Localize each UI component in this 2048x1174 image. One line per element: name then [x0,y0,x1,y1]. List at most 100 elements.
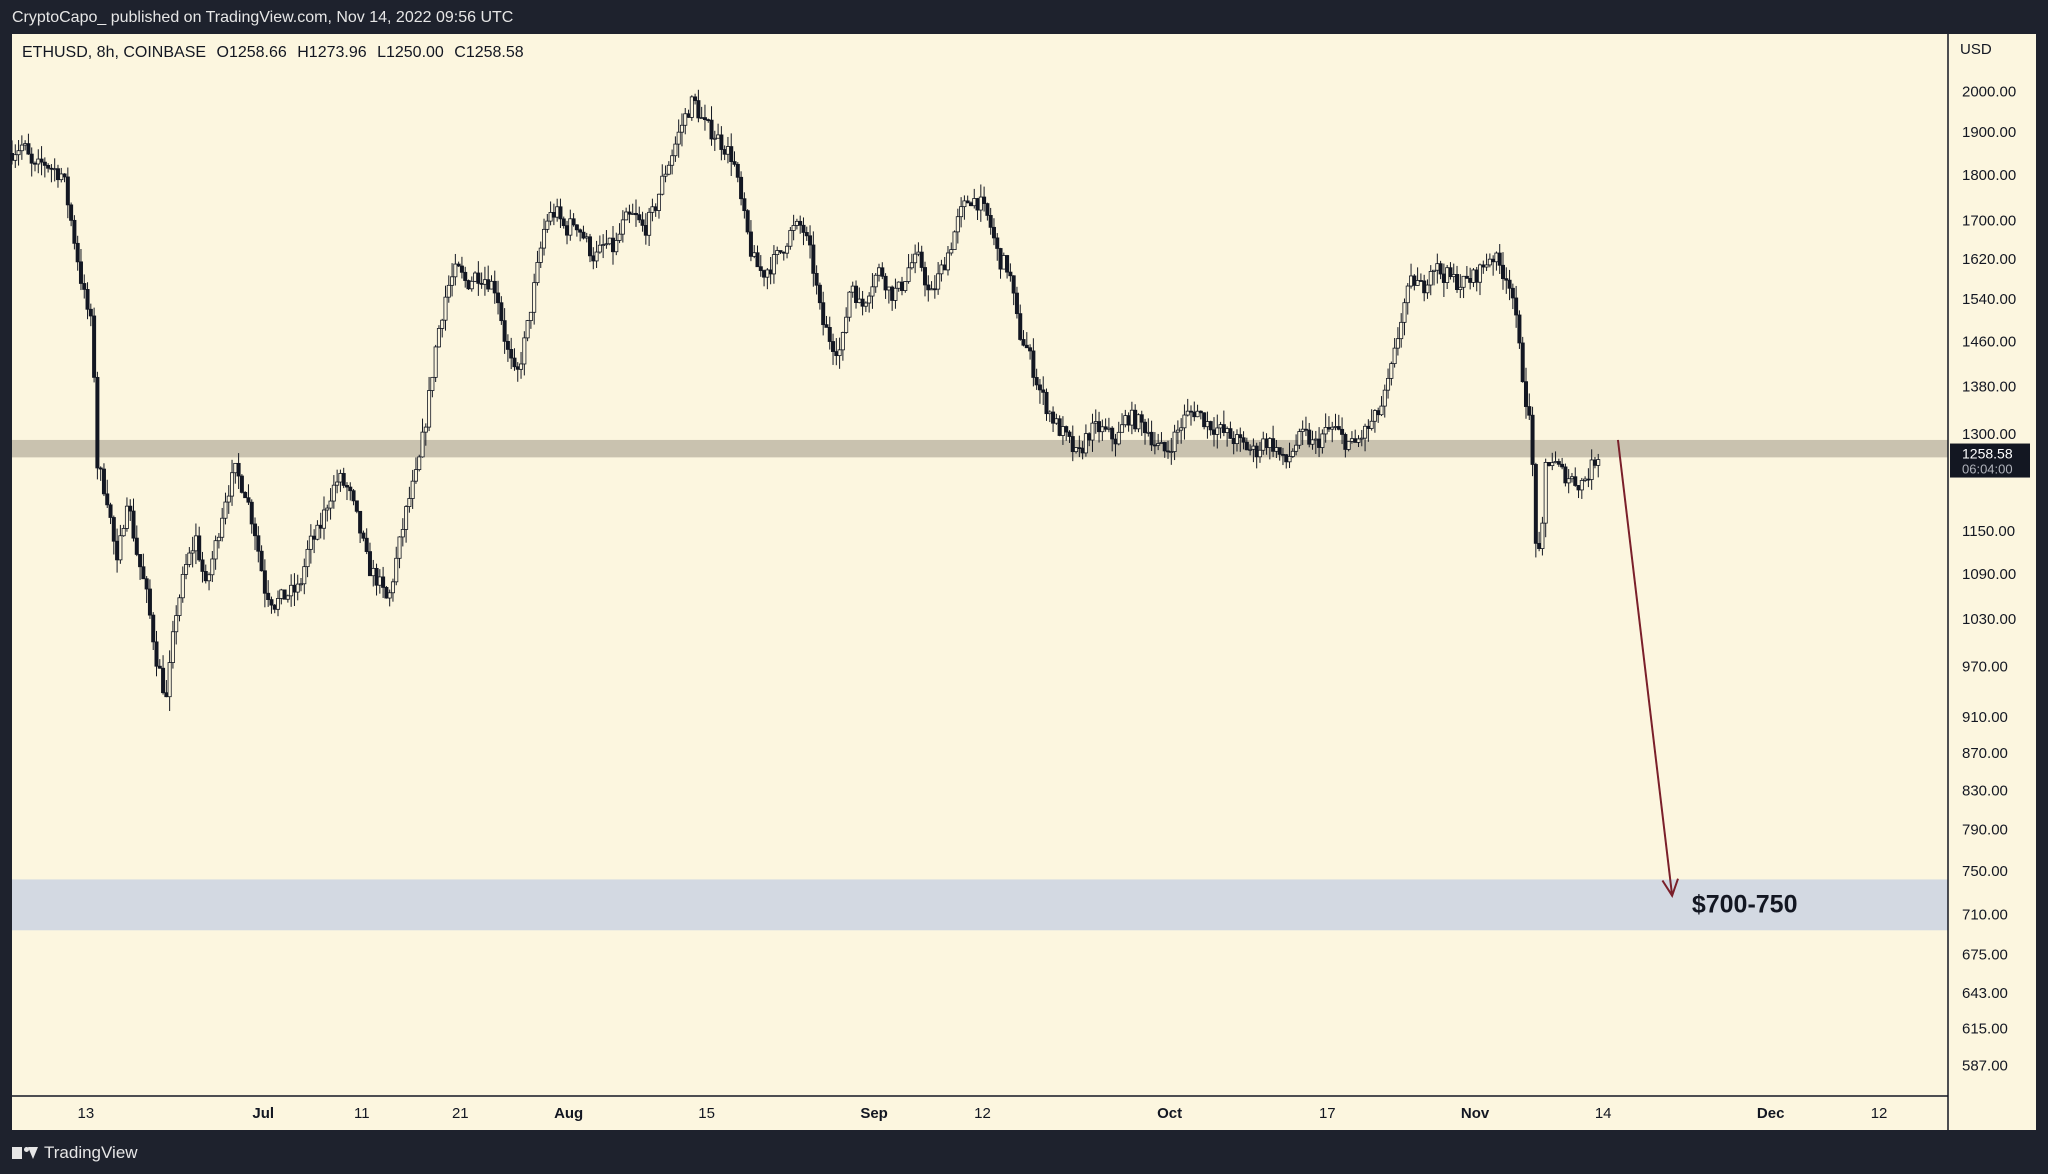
candle-body-86 [292,584,297,593]
candle-body-454 [1500,264,1505,280]
candle-body-479 [1583,478,1588,481]
candle-body-128 [430,376,435,391]
candle-body-296 [982,196,987,204]
candle-body-164 [548,212,553,222]
candle-body-208 [693,96,698,101]
candle-body-435 [1438,263,1443,275]
candle-body-323 [1070,436,1075,453]
candle-body-161 [538,247,543,263]
candle-body-234 [778,250,783,253]
x-tick-3: 21 [452,1105,469,1122]
candle-body-217 [722,149,727,155]
candle-body-336 [1113,438,1118,445]
candle-body-410 [1356,438,1361,443]
candle-body-176 [588,236,593,257]
candle-body-223 [742,198,747,212]
candle-body-441 [1458,286,1463,290]
candle-body-316 [1047,411,1052,415]
candle-body-210 [699,117,704,120]
candle-body-399 [1320,433,1325,448]
candle-body-187 [624,211,629,221]
candle-body-474 [1566,478,1571,484]
x-tick-4: Aug [554,1105,583,1122]
candle-body-264 [877,267,882,276]
candle-body-117 [394,557,399,583]
candle-body-160 [535,262,540,284]
candle-body-100 [338,473,343,483]
candle-body-309 [1024,344,1029,349]
tradingview-brand[interactable]: TradingView [12,1143,138,1163]
candle-body-134 [450,276,455,286]
chart-panel[interactable] [12,34,2036,1130]
candle-body-350 [1159,442,1164,444]
candle-body-302 [1001,255,1006,270]
candle-body-371 [1228,428,1233,439]
y-tick-3: 1700.00 [1962,213,2016,230]
candle-body-314 [1041,389,1046,393]
candle-body-384 [1271,438,1276,452]
candle-body-63 [216,536,221,542]
candle-body-360 [1192,411,1197,418]
candle-body-5 [26,143,31,155]
candle-body-94 [318,524,323,529]
candle-body-339 [1123,415,1128,426]
candle-body-91 [308,535,313,550]
candle-body-480 [1586,478,1591,481]
candle-body-23 [85,289,90,310]
candle-body-288 [955,216,960,233]
candle-body-301 [998,248,1003,270]
candle-body-151 [505,340,510,350]
candle-body-346 [1146,431,1151,434]
y-tick-22: 587.00 [1962,1058,2008,1075]
candle-body-198 [660,175,665,195]
candle-body-10 [42,161,47,166]
candle-body-168 [561,218,566,227]
candle-body-8 [36,158,41,165]
candle-body-172 [574,224,579,231]
candle-body-291 [965,200,970,204]
candle-body-154 [515,366,520,370]
candle-body-376 [1244,441,1249,451]
candle-body-253 [840,332,845,351]
candle-body-206 [686,113,691,118]
candle-body-19 [72,219,77,244]
candle-body-334 [1106,427,1111,430]
candle-body-13 [52,168,57,171]
candle-body-450 [1487,258,1492,266]
candle-body-368 [1218,424,1223,429]
candle-body-262 [870,286,875,297]
candle-body-449 [1484,264,1489,268]
candle-body-207 [689,96,694,118]
candle-body-434 [1435,263,1440,271]
candle-body-74 [253,523,258,537]
candle-body-153 [512,357,517,368]
candle-body-341 [1129,409,1134,426]
candle-body-142 [476,272,481,284]
candle-body-297 [985,203,990,216]
candle-body-377 [1248,448,1253,451]
candle-body-352 [1166,450,1171,453]
candle-body-122 [410,480,415,499]
candle-body-274 [909,262,914,269]
candle-body-127 [427,390,432,428]
candle-body-273 [906,267,911,282]
candle-body-185 [617,233,622,241]
candle-body-257 [854,285,859,304]
candle-body-103 [348,486,353,492]
candle-body-212 [706,119,711,122]
candle-body-209 [696,100,701,119]
candle-body-41 [144,578,149,590]
candle-body-144 [482,279,487,285]
candle-body-456 [1507,279,1512,289]
candle-body-97 [328,500,333,509]
candle-body-344 [1139,414,1144,423]
candle-body-292 [968,202,973,207]
candle-body-366 [1211,429,1216,435]
candle-body-194 [647,211,652,236]
candle-body-189 [630,212,635,215]
y-tick-16: 790.00 [1962,822,2008,839]
candle-body-20 [75,242,80,263]
candle-body-272 [903,281,908,291]
candle-body-165 [551,212,556,218]
